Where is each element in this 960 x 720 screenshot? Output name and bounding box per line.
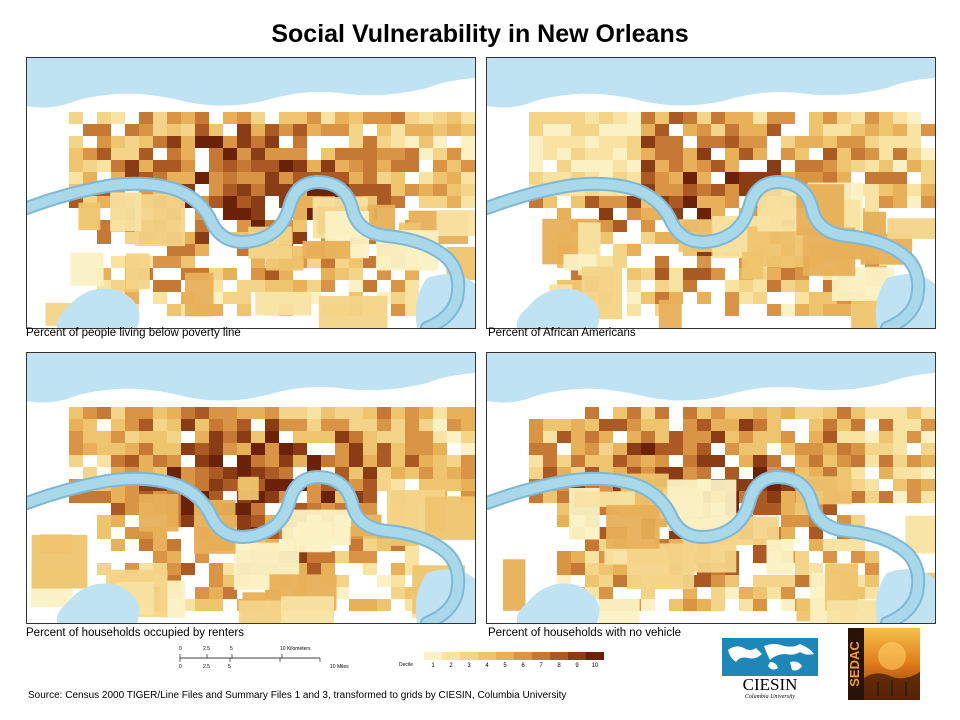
choropleth-map: [487, 58, 935, 328]
choropleth-map: [27, 58, 475, 328]
legend-label: 5: [503, 663, 507, 669]
km-tick: 5: [230, 646, 233, 652]
legend-swatch: [496, 652, 514, 660]
legend-label: 9: [575, 663, 579, 669]
legend-label: 10: [591, 663, 599, 669]
scale-bar: 0 2.5 5 10 Kilometers 0 2.5 5 10 Miles: [170, 644, 350, 674]
legend-label: 2: [449, 663, 453, 669]
legend-swatch: [532, 652, 550, 660]
map-caption-renters: Percent of households occupied by renter…: [26, 627, 244, 639]
map-no-vehicle: [486, 352, 936, 624]
legend-swatch: [442, 652, 460, 660]
choropleth-map: [27, 353, 475, 623]
legend-label: 7: [539, 663, 543, 669]
sedac-logo: SEDAC: [847, 628, 920, 700]
map-renters: [26, 352, 476, 624]
legend-label: 6: [521, 663, 525, 669]
mile-tick: 10 Miles: [330, 664, 349, 670]
choropleth-map: [487, 353, 935, 623]
map-poverty: [26, 57, 476, 329]
mile-tick: 2.5: [203, 664, 210, 670]
mile-tick: 5: [228, 664, 231, 670]
map-caption-no-vehicle: Percent of households with no vehicle: [488, 627, 682, 639]
ciesin-logo: CIESIN Columbia University: [720, 636, 820, 700]
ciesin-logo-subtext: Columbia University: [745, 694, 795, 700]
legend-swatch: [424, 652, 442, 660]
mile-tick: 0: [179, 664, 182, 670]
legend-swatch: [586, 652, 604, 660]
legend-swatch: [550, 652, 568, 660]
km-tick: 2.5: [203, 646, 210, 652]
legend-label: 8: [557, 663, 561, 669]
legend-swatch: [568, 652, 586, 660]
source-note: Source: Census 2000 TIGER/Line Files and…: [28, 690, 567, 701]
map-caption-poverty: Percent of people living below poverty l…: [26, 327, 241, 339]
sedac-logo-text: SEDAC: [848, 641, 862, 687]
legend-label: 1: [431, 663, 435, 669]
legend-label: 4: [485, 663, 489, 669]
map-african-americans: [486, 57, 936, 329]
map-caption-african-americans: Percent of African Americans: [488, 327, 636, 339]
page-title: Social Vulnerability in New Orleans: [271, 20, 689, 48]
ciesin-logo-text: CIESIN: [743, 675, 798, 694]
km-tick: 0: [179, 646, 182, 652]
km-tick: 10 Kilometers: [280, 646, 311, 652]
legend-label: 3: [467, 663, 471, 669]
legend-title: Decile: [399, 662, 413, 668]
scale-bar-graphic: [179, 654, 321, 662]
legend-swatch: [460, 652, 478, 660]
legend-swatch: [478, 652, 496, 660]
legend-swatch: [514, 652, 532, 660]
